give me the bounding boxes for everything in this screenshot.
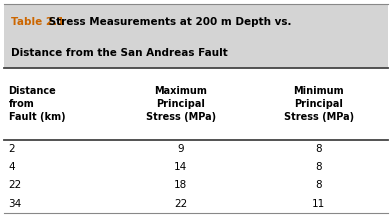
- Text: Minimum
Principal
Stress (MPa): Minimum Principal Stress (MPa): [284, 86, 354, 122]
- Text: Maximum
Principal
Stress (MPa): Maximum Principal Stress (MPa): [145, 86, 216, 122]
- Bar: [4, 158, 388, 176]
- Text: 8: 8: [316, 180, 322, 190]
- Text: 11: 11: [312, 199, 326, 209]
- Text: Distance
from
Fault (km): Distance from Fault (km): [9, 86, 65, 122]
- Bar: [4, 140, 388, 158]
- Text: 34: 34: [9, 199, 22, 209]
- Text: 2: 2: [9, 144, 15, 154]
- Text: 22: 22: [9, 180, 22, 190]
- Bar: [4, 176, 388, 194]
- Bar: [4, 68, 388, 140]
- Text: Distance from the San Andreas Fault: Distance from the San Andreas Fault: [11, 48, 228, 58]
- Bar: [4, 194, 388, 213]
- Text: 4: 4: [9, 162, 15, 172]
- Text: 14: 14: [174, 162, 187, 172]
- Text: Table 2.1: Table 2.1: [11, 17, 64, 27]
- Text: 8: 8: [316, 162, 322, 172]
- Text: Stress Measurements at 200 m Depth vs.: Stress Measurements at 200 m Depth vs.: [45, 17, 292, 27]
- Text: 8: 8: [316, 144, 322, 154]
- Bar: [4, 4, 388, 68]
- Text: 22: 22: [174, 199, 187, 209]
- Text: 18: 18: [174, 180, 187, 190]
- Text: 9: 9: [177, 144, 184, 154]
